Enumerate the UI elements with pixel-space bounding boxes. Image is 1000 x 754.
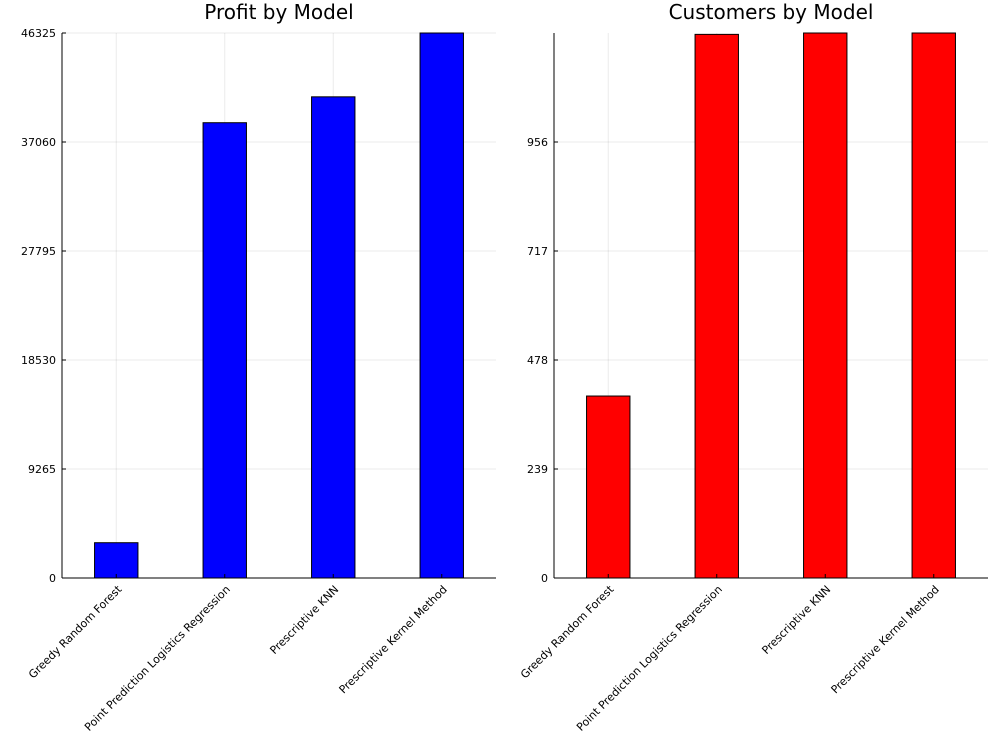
- profit-ytick-label: 9265: [28, 463, 56, 476]
- customers-ytick-label: 956: [527, 136, 548, 149]
- profit-bar: [311, 96, 356, 579]
- customers-chart-panel: Customers by Model 0 239 478 717 956 Greedy R…: [518, 0, 988, 734]
- profit-ytick-label: 37060: [21, 136, 56, 149]
- profit-ytick-label: 18530: [21, 354, 56, 367]
- customers-bar: [586, 395, 631, 579]
- profit-ytick-label: 0: [49, 572, 56, 585]
- customers-bar: [694, 33, 739, 579]
- profit-ytick-label: 27795: [21, 245, 56, 258]
- profit-bar: [202, 122, 247, 579]
- customers-ytick-label: 478: [527, 354, 548, 367]
- profit-ytick-label: 46325: [21, 27, 56, 40]
- customers-ytick-label: 239: [527, 463, 548, 476]
- profit-bar: [419, 32, 464, 579]
- customers-bar: [911, 32, 956, 579]
- customers-ytick-label: 0: [541, 572, 548, 585]
- customers-bar: [803, 32, 848, 579]
- profit-xtick-label: Prescriptive KNN: [267, 583, 341, 657]
- customers-xtick-label: Prescriptive Kernel Method: [829, 583, 942, 696]
- profit-xtick-label: Greedy Random Forest: [26, 582, 125, 681]
- profit-chart-title: Profit by Model: [204, 0, 353, 24]
- customers-ytick-label: 717: [527, 245, 548, 258]
- customers-chart-title: Customers by Model: [669, 0, 874, 24]
- profit-bar: [94, 542, 139, 579]
- customers-xtick-label: Prescriptive KNN: [759, 583, 833, 657]
- profit-chart-panel: Profit by Model 0 9265 18530 27795 37060 4632…: [21, 0, 496, 734]
- customers-xtick-label: Greedy Random Forest: [518, 582, 617, 681]
- profit-xtick-label: Prescriptive Kernel Method: [337, 583, 450, 696]
